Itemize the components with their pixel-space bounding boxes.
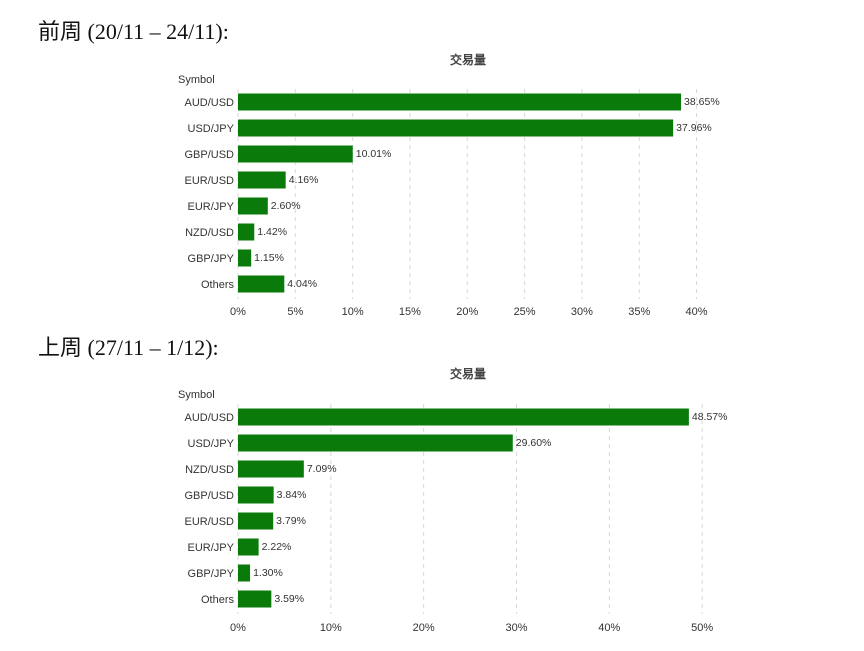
category-label: NZD/USD: [185, 464, 234, 476]
trading-volume-chart-last-week: 交易量 Symbol AUD/USD 48.57% USD/JPY 29.60% NZD/U…: [178, 366, 728, 634]
category-label: EUR/USD: [184, 516, 234, 528]
bar: [238, 460, 304, 478]
x-tick-label: 0%: [230, 622, 246, 634]
category-label: GBP/USD: [184, 490, 234, 502]
bar: [238, 538, 259, 556]
data-label: 2.60%: [271, 200, 301, 212]
bar: [238, 171, 286, 189]
x-tick-label: 0%: [230, 306, 246, 318]
bar: [238, 512, 274, 530]
bar: [238, 249, 252, 267]
category-label: EUR/JPY: [188, 201, 235, 213]
y-axis-label: Symbol: [178, 389, 215, 401]
category-label: GBP/USD: [184, 149, 234, 161]
x-tick-label: 10%: [342, 306, 364, 318]
x-tick-label: 40%: [598, 622, 620, 634]
section-heading-last-week: 上周 (27/11 – 1/12):: [38, 335, 219, 360]
data-label: 1.42%: [257, 226, 287, 238]
bar: [238, 590, 272, 608]
category-label: AUD/USD: [184, 97, 234, 109]
section-heading-previous-week: 前周 (20/11 – 24/11):: [38, 19, 229, 44]
category-label: Others: [201, 279, 235, 291]
data-label: 10.01%: [356, 148, 392, 160]
data-label: 4.16%: [289, 174, 319, 186]
category-label: EUR/USD: [184, 175, 234, 187]
chart-title: 交易量: [450, 52, 486, 67]
data-label: 3.59%: [274, 593, 304, 605]
x-tick-label: 15%: [399, 306, 421, 318]
category-label: NZD/USD: [185, 227, 234, 239]
bar: [238, 486, 274, 504]
data-label: 48.57%: [692, 411, 728, 423]
bar: [238, 145, 353, 163]
x-tick-label: 40%: [686, 306, 708, 318]
trading-volume-chart-previous-week: 交易量 Symbol AUD/USD 38.65% USD/JPY 37.96% GBP/U…: [178, 52, 720, 318]
x-tick-label: 20%: [456, 306, 478, 318]
bar: [238, 275, 285, 293]
data-label: 1.30%: [253, 567, 283, 579]
category-label: AUD/USD: [184, 412, 234, 424]
category-label: Others: [201, 594, 235, 606]
category-label: GBP/JPY: [188, 568, 235, 580]
category-label: USD/JPY: [188, 123, 235, 135]
bar: [238, 564, 251, 582]
bar: [238, 408, 689, 426]
data-label: 38.65%: [684, 96, 720, 108]
data-label: 3.84%: [277, 489, 307, 501]
chart-title: 交易量: [450, 366, 486, 381]
x-tick-label: 20%: [413, 622, 435, 634]
data-label: 3.79%: [276, 515, 306, 527]
y-axis-label: Symbol: [178, 74, 215, 86]
x-tick-label: 30%: [571, 306, 593, 318]
data-label: 2.22%: [262, 541, 292, 553]
x-tick-label: 35%: [628, 306, 650, 318]
data-label: 37.96%: [676, 122, 712, 134]
category-label: USD/JPY: [188, 438, 235, 450]
bar: [238, 119, 674, 137]
x-tick-label: 10%: [320, 622, 342, 634]
x-tick-label: 25%: [514, 306, 536, 318]
bar: [238, 93, 682, 111]
x-tick-label: 30%: [505, 622, 527, 634]
bar: [238, 434, 513, 452]
category-label: EUR/JPY: [188, 542, 235, 554]
category-label: GBP/JPY: [188, 253, 235, 265]
data-label: 4.04%: [287, 278, 317, 290]
bar: [238, 223, 255, 241]
data-label: 29.60%: [516, 437, 552, 449]
data-label: 1.15%: [254, 252, 284, 264]
bar: [238, 197, 268, 215]
x-tick-label: 50%: [691, 622, 713, 634]
data-label: 7.09%: [307, 463, 337, 475]
x-tick-label: 5%: [287, 306, 303, 318]
